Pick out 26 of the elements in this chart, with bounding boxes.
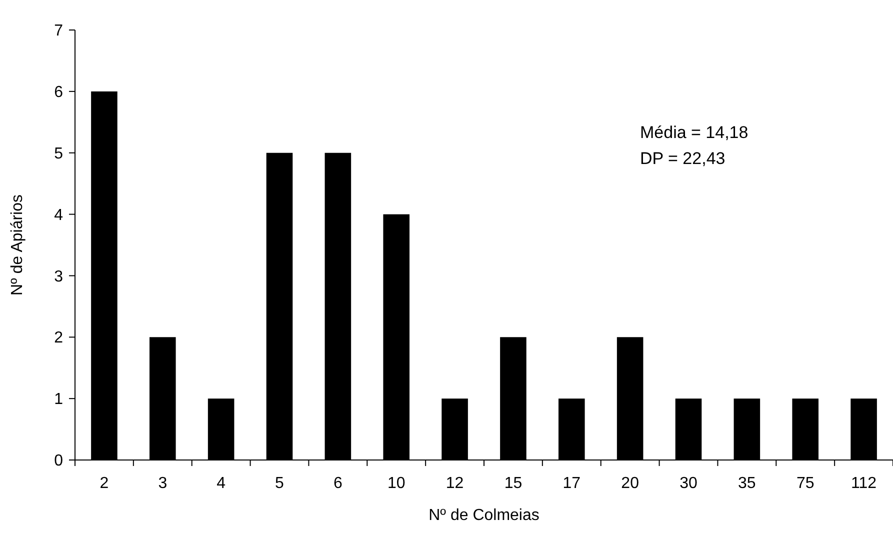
x-tick-label: 10 — [387, 475, 406, 492]
y-tick-label: 1 — [54, 391, 64, 408]
x-tick-label: 30 — [680, 475, 698, 492]
x-tick-label: 6 — [333, 475, 342, 492]
y-axis-title: Nº de Apiários — [9, 194, 26, 296]
x-tick-label: 12 — [446, 475, 464, 492]
x-tick-label: 20 — [621, 475, 640, 492]
x-tick-label: 112 — [851, 475, 877, 492]
y-tick-label: 5 — [54, 145, 64, 162]
x-axis-title: Nº de Colmeias — [428, 507, 540, 524]
y-tick-label: 7 — [54, 22, 64, 40]
x-tick-label: 17 — [562, 475, 581, 492]
x-tick-label: 75 — [796, 475, 814, 492]
x-tick-label: 2 — [100, 475, 109, 492]
y-tick-label: 2 — [54, 330, 64, 347]
y-tick-label: 4 — [54, 206, 64, 224]
x-tick-label: 3 — [158, 475, 168, 492]
y-tick-label: 6 — [54, 84, 64, 102]
y-tick-label: 3 — [54, 268, 64, 286]
x-tick-label: 15 — [504, 475, 522, 492]
x-tick-label: 35 — [738, 475, 756, 492]
annotation: Média = 14,18 — [640, 123, 748, 142]
annotation: DP = 22,43 — [640, 149, 726, 168]
x-tick-label: 5 — [275, 475, 284, 492]
x-tick-label: 4 — [216, 475, 226, 492]
y-tick-label: 0 — [54, 452, 64, 470]
